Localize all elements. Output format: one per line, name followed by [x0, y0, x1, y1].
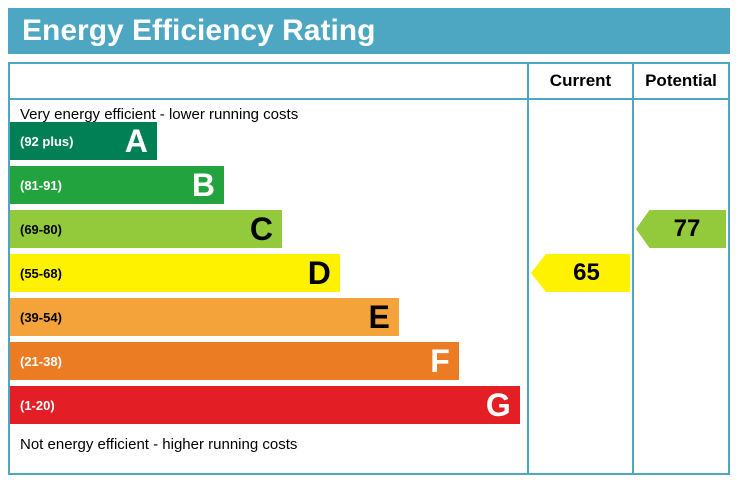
band-g: (1-20) G [10, 386, 520, 424]
band-e-range: (39-54) [20, 309, 62, 325]
band-b-letter: B [191, 167, 216, 203]
band-d-letter: D [307, 255, 331, 291]
current-value: 65 [573, 259, 600, 286]
band-f-range: (21-38) [20, 353, 62, 369]
band-c-letter: C [249, 211, 273, 247]
potential-value: 77 [673, 215, 701, 242]
potential-column-header: Potential [645, 71, 717, 90]
bottom-note: Not energy efficient - higher running co… [20, 436, 298, 453]
top-note: Very energy efficient - lower running co… [20, 106, 299, 123]
current-column-header: Current [549, 71, 612, 90]
band-d-range: (55-68) [20, 265, 62, 281]
band-a-range: (92 plus) [20, 133, 74, 149]
band-f-letter: F [430, 343, 450, 379]
band-e-letter: E [368, 299, 390, 335]
band-g-letter: G [485, 387, 511, 423]
band-b: (81-91) B [10, 166, 225, 204]
bands-area: (92 plus) A (81-91) B (69-80) C (55-68) … [10, 64, 527, 473]
band-a-letter: A [124, 123, 148, 159]
chart-container: Current Potential Very energy efficient … [8, 62, 730, 475]
header-divider [10, 98, 728, 100]
potential-arrow: 77 [636, 210, 726, 248]
band-c-range: (69-80) [20, 221, 62, 237]
band-g-range: (1-20) [20, 397, 55, 413]
page-title: Energy Efficiency Rating [8, 8, 730, 54]
band-e: (39-54) E [10, 298, 399, 336]
band-d: (55-68) D [10, 254, 340, 292]
current-column-divider [527, 64, 529, 473]
band-f: (21-38) F [10, 342, 459, 380]
band-c: (69-80) C [10, 210, 282, 248]
potential-column-divider [632, 64, 634, 473]
current-arrow: 65 [531, 254, 630, 292]
band-b-range: (81-91) [20, 177, 62, 193]
band-a: (92 plus) A [10, 122, 157, 160]
